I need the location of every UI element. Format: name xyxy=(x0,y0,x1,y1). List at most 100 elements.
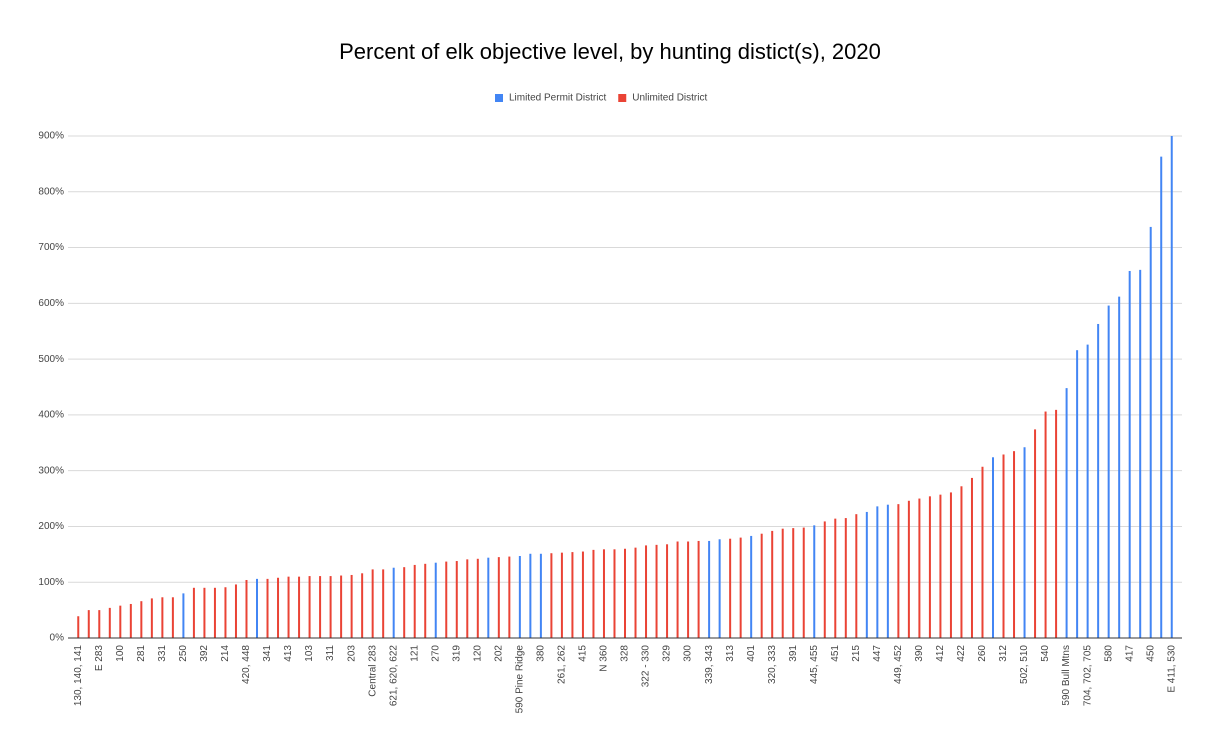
bar xyxy=(928,496,931,638)
bar xyxy=(1002,454,1005,638)
x-tick-label: 380 xyxy=(536,645,547,662)
bar xyxy=(382,569,385,638)
bar xyxy=(161,597,164,638)
x-tick-label: 322 - 330 xyxy=(641,645,652,688)
x-tick-label: 621, 620, 622 xyxy=(388,645,399,707)
bar xyxy=(87,610,90,638)
x-tick-label: 580 xyxy=(1103,645,1114,662)
bar xyxy=(792,528,795,638)
bar xyxy=(1044,411,1047,638)
bar xyxy=(466,559,469,638)
bar xyxy=(876,506,879,638)
x-tick-label: E 283 xyxy=(94,645,105,672)
bar xyxy=(413,564,416,638)
x-tick-label: N 360 xyxy=(599,645,610,672)
bar xyxy=(960,486,963,638)
x-tick-label: 450 xyxy=(1145,645,1156,662)
bar xyxy=(1097,323,1100,638)
x-tick-label: 392 xyxy=(199,645,210,662)
bar xyxy=(1086,344,1089,638)
bar xyxy=(970,477,973,638)
x-tick-label: E 411, 530 xyxy=(1166,645,1177,693)
bar xyxy=(119,605,122,638)
x-tick-label: 319 xyxy=(451,645,462,662)
bar xyxy=(1170,136,1173,638)
bar xyxy=(897,504,900,638)
x-tick-label: 401 xyxy=(746,645,757,662)
x-tick-label: 339, 343 xyxy=(704,645,715,684)
bar xyxy=(234,584,237,638)
x-tick-label: 341 xyxy=(262,645,273,662)
bar xyxy=(1013,451,1016,638)
bar xyxy=(497,557,500,638)
bar xyxy=(298,576,301,638)
bar xyxy=(1139,269,1142,638)
bar xyxy=(308,576,311,638)
bar xyxy=(1023,447,1026,638)
bar xyxy=(287,576,290,638)
bar xyxy=(445,561,448,638)
bar xyxy=(687,541,690,638)
bar xyxy=(319,576,322,638)
bar xyxy=(1065,388,1068,638)
bar xyxy=(245,579,248,638)
y-tick-label: 800% xyxy=(38,186,64,197)
bar xyxy=(624,548,626,638)
bar xyxy=(1118,296,1121,638)
x-tick-label: 704, 702, 705 xyxy=(1082,645,1093,707)
x-tick-label: 311 xyxy=(325,645,336,661)
bar xyxy=(508,556,511,638)
x-tick-label: 100 xyxy=(115,645,126,662)
bar xyxy=(992,457,994,638)
bar xyxy=(256,578,258,638)
bar xyxy=(1076,350,1079,638)
x-tick-label: 312 xyxy=(998,645,1009,662)
bar xyxy=(781,528,784,638)
x-tick-label: 417 xyxy=(1124,645,1135,662)
x-tick-label: 502, 510 xyxy=(1019,645,1030,684)
x-tick-label: 320, 333 xyxy=(767,645,778,684)
x-tick-label: 103 xyxy=(304,645,315,662)
bar xyxy=(129,603,132,638)
bar xyxy=(750,535,753,638)
bar xyxy=(1034,429,1037,638)
x-tick-label: 121 xyxy=(409,645,420,662)
bar xyxy=(77,616,80,638)
bar xyxy=(266,578,269,638)
bar xyxy=(676,541,679,638)
bar xyxy=(518,556,521,638)
bar xyxy=(771,530,774,638)
bar xyxy=(329,576,332,638)
x-tick-label: 422 xyxy=(956,645,967,662)
bar xyxy=(939,494,942,638)
x-tick-label: 202 xyxy=(493,645,504,662)
bar xyxy=(455,561,458,638)
bar xyxy=(98,610,101,638)
bar xyxy=(918,498,921,638)
bar xyxy=(1149,226,1152,638)
x-tick-label: 270 xyxy=(430,645,441,662)
bar xyxy=(1055,409,1058,638)
x-tick-label: 447 xyxy=(872,645,883,662)
bar xyxy=(729,538,732,638)
bar xyxy=(340,575,343,638)
bar xyxy=(108,607,111,638)
y-tick-label: 200% xyxy=(38,521,64,532)
legend-label: Limited Permit District xyxy=(509,93,606,104)
bar xyxy=(718,539,721,638)
x-tick-label: 390 xyxy=(914,645,925,662)
bar xyxy=(613,549,616,638)
bar xyxy=(865,511,868,638)
x-tick-label: 214 xyxy=(220,645,231,662)
y-tick-label: 400% xyxy=(38,410,64,421)
bar xyxy=(949,492,952,638)
bar xyxy=(277,577,280,638)
bar xyxy=(392,567,395,638)
bar xyxy=(844,518,847,638)
y-tick-label: 600% xyxy=(38,298,64,309)
bar xyxy=(823,521,826,638)
bar xyxy=(571,552,574,638)
legend-swatch xyxy=(495,94,503,102)
bar xyxy=(539,553,542,638)
